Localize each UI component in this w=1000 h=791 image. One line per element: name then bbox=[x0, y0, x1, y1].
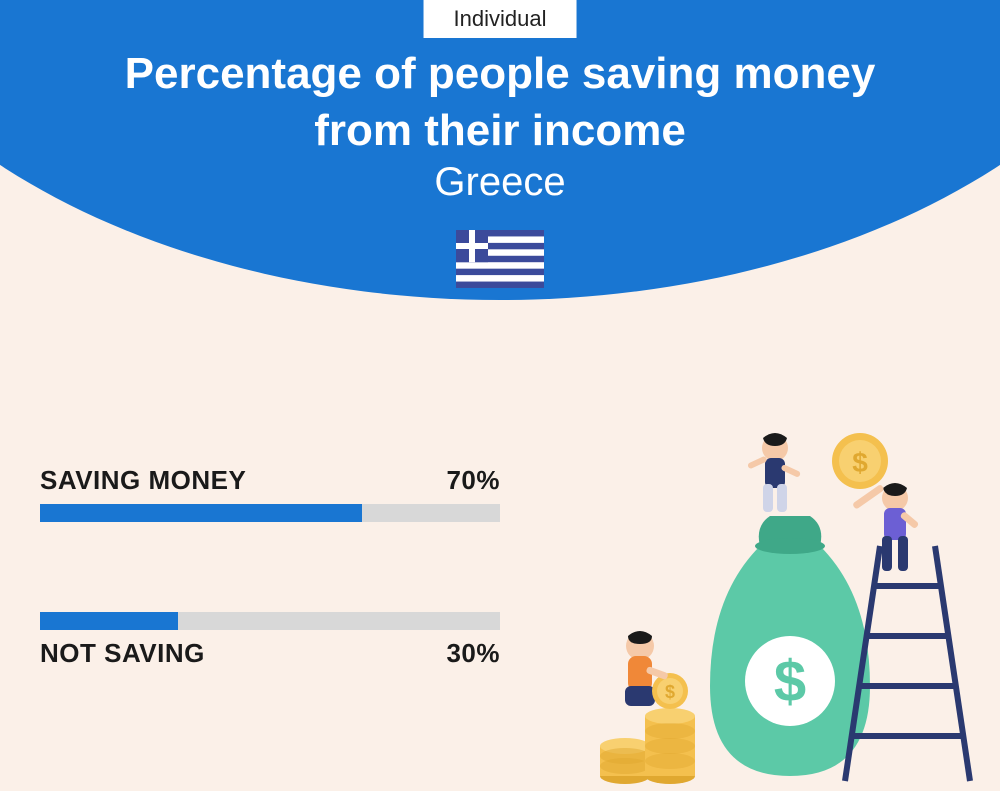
bar-value: 70% bbox=[446, 465, 500, 496]
bar-chart: SAVING MONEY 70% NOT SAVING 30% bbox=[40, 465, 500, 759]
bar-not-saving: NOT SAVING 30% bbox=[40, 612, 500, 669]
page-title: Percentage of people saving money from t… bbox=[0, 45, 1000, 159]
title-line-2: from their income bbox=[314, 106, 686, 155]
bar-track bbox=[40, 504, 500, 522]
category-tag: Individual bbox=[424, 0, 577, 38]
bar-track bbox=[40, 612, 500, 630]
svg-text:$: $ bbox=[852, 447, 868, 478]
bar-saving-money: SAVING MONEY 70% bbox=[40, 465, 500, 522]
svg-text:$: $ bbox=[665, 682, 675, 702]
bar-value: 30% bbox=[446, 638, 500, 669]
bar-fill bbox=[40, 504, 362, 522]
country-name: Greece bbox=[0, 160, 1000, 205]
svg-text:$: $ bbox=[774, 649, 806, 714]
bar-label: SAVING MONEY bbox=[40, 465, 246, 496]
greece-flag-icon bbox=[456, 230, 544, 293]
bar-label: NOT SAVING bbox=[40, 638, 205, 669]
savings-illustration-icon: $ $ bbox=[570, 426, 990, 786]
bar-fill bbox=[40, 612, 178, 630]
title-line-1: Percentage of people saving money bbox=[125, 49, 876, 98]
